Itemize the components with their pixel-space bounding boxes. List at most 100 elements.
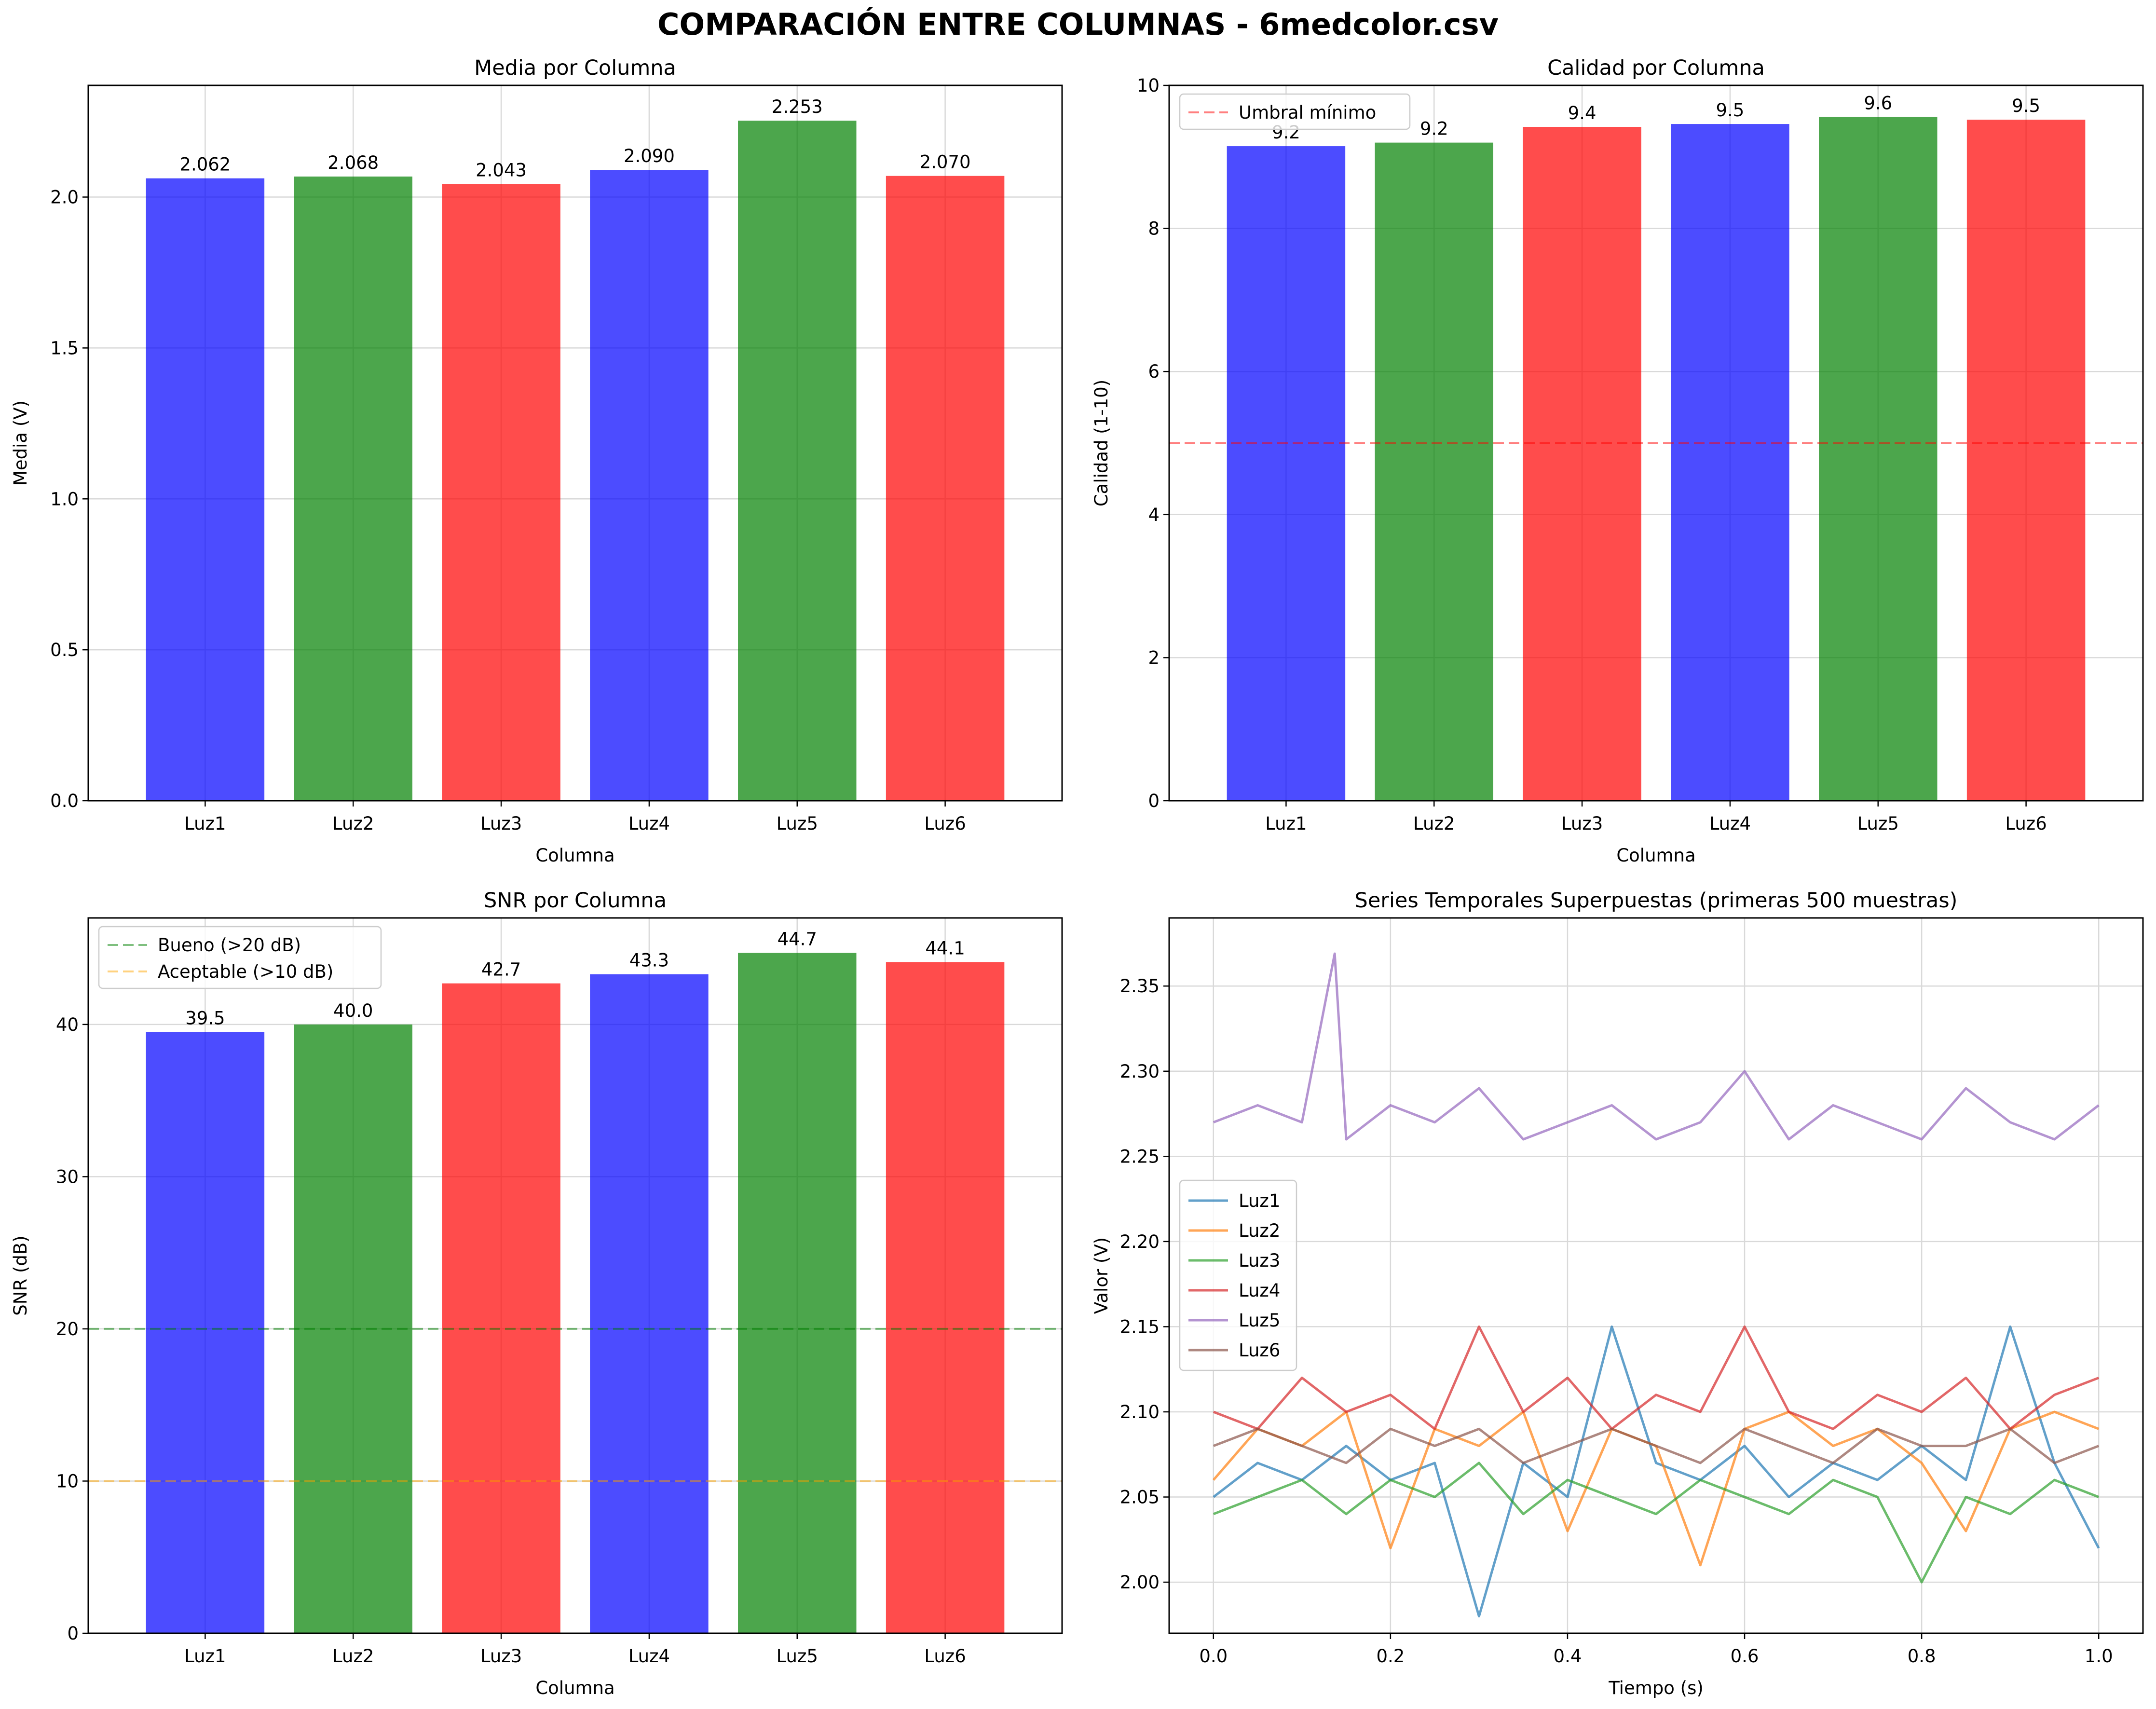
x-tick-label: Luz2 — [1413, 813, 1455, 834]
bar-luz6 — [886, 962, 1005, 1633]
bar-luz2 — [1375, 142, 1493, 801]
bar-value-label: 2.090 — [624, 146, 675, 166]
bar-value-label: 2.068 — [327, 152, 379, 173]
x-tick-label: 0.8 — [1908, 1646, 1936, 1667]
legend-label: Luz1 — [1239, 1190, 1280, 1211]
x-tick-label: 0.2 — [1376, 1646, 1405, 1667]
x-tick-label: Luz2 — [332, 1646, 374, 1667]
axes-frame-2 — [87, 917, 1063, 1634]
y-tick-label: 2.30 — [1120, 1061, 1160, 1082]
bar-value-label: 2.062 — [179, 154, 231, 175]
x-tick-label: Luz6 — [924, 1646, 966, 1667]
bar-luz1 — [146, 178, 265, 801]
legend-label: Umbral mínimo — [1239, 102, 1376, 123]
y-tick-label: 2.0 — [50, 187, 79, 208]
y-tick-label: 20 — [56, 1319, 79, 1340]
subplot-title-3: Series Temporales Superpuestas (primeras… — [1355, 889, 1958, 913]
bar-luz3 — [1523, 127, 1641, 801]
y-axis-label-3: Valor (V) — [1091, 1237, 1112, 1314]
bar-chart-0: 0.0 0.5 1.0 1.5 2.0 2.062 Luz1 2.068 Luz2 2.043 Lu… — [10, 56, 1063, 866]
legend-1: Umbral mínimo — [1179, 93, 1411, 130]
axes-frame-1 — [1168, 84, 2144, 802]
x-tick-label: Luz3 — [480, 1646, 522, 1667]
series-luz5 — [1213, 952, 2100, 1141]
axes-frame-0 — [87, 84, 1063, 802]
bar-luz2 — [294, 176, 412, 801]
line-chart-3: 2.00 2.05 2.10 2.15 2.20 2.25 2.30 2.35 0.0 0.2 0.… — [1091, 889, 2144, 1698]
bar-value-label: 42.7 — [481, 959, 521, 980]
y-tick-label: 2.00 — [1120, 1572, 1160, 1593]
series-luz6 — [1213, 1427, 2100, 1464]
bar-value-label: 44.1 — [925, 938, 965, 959]
y-tick-label: 6 — [1148, 361, 1160, 382]
subplot-title-0: Media por Columna — [474, 56, 676, 80]
legend-2: Bueno (>20 dB) Aceptable (>10 dB) — [98, 926, 382, 989]
legend-label: Aceptable (>10 dB) — [158, 961, 333, 982]
x-tick-label: 1.0 — [2085, 1646, 2113, 1667]
y-tick-label: 0 — [67, 1623, 79, 1644]
bar-value-label: 9.5 — [1716, 100, 1744, 121]
y-tick-label: 0.5 — [50, 640, 79, 660]
y-tick-label: 40 — [56, 1014, 79, 1035]
y-tick-label: 2.35 — [1120, 976, 1160, 997]
plots-container: 0.0 0.5 1.0 1.5 2.0 2.062 Luz1 2.068 Luz2 2.043 Lu… — [10, 56, 2144, 1698]
x-tick-label: Luz1 — [184, 813, 226, 834]
series-luz3 — [1213, 1462, 2100, 1584]
subplot-title-1: Calidad por Columna — [1547, 56, 1765, 80]
y-axis-label-1: Calidad (1-10) — [1091, 380, 1112, 506]
bar-value-label: 9.6 — [1864, 93, 1892, 113]
x-axis-label-0: Columna — [535, 845, 614, 866]
bar-luz5 — [738, 953, 857, 1633]
bar-luz3 — [442, 184, 560, 801]
bar-chart-1: 02468109.2Luz19.2Luz29.4Luz39.5Luz49.6Lu… — [1091, 56, 2144, 866]
y-tick-label: 0.0 — [50, 791, 79, 811]
x-axis-label-3: Tiempo (s) — [1608, 1678, 1704, 1698]
y-axis-label-2: SNR (dB) — [10, 1235, 31, 1315]
bar-value-label: 44.7 — [778, 929, 817, 950]
legend-label: Bueno (>20 dB) — [158, 935, 301, 956]
series-luz4 — [1213, 1325, 2100, 1430]
y-tick-label: 2.10 — [1120, 1402, 1160, 1422]
bar-luz4 — [590, 170, 709, 801]
y-tick-label: 1.0 — [50, 489, 79, 509]
y-tick-label: 2.15 — [1120, 1316, 1160, 1337]
bar-value-label: 43.3 — [629, 950, 669, 971]
bar-value-label: 40.0 — [333, 1000, 373, 1021]
bar-luz6 — [1966, 120, 2086, 801]
x-tick-label: Luz3 — [480, 813, 522, 834]
y-tick-label: 2 — [1148, 647, 1160, 668]
bar-value-label: 2.253 — [772, 96, 823, 117]
x-tick-label: Luz6 — [2005, 813, 2047, 834]
bar-luz6 — [886, 176, 1005, 801]
bar-luz1 — [1227, 146, 1346, 801]
bar-value-label: 2.043 — [476, 160, 527, 181]
x-tick-label: Luz5 — [777, 813, 818, 834]
y-tick-label: 2.20 — [1120, 1231, 1160, 1252]
legend-label: Luz4 — [1239, 1280, 1280, 1301]
y-tick-label: 2.05 — [1120, 1487, 1160, 1508]
y-tick-label: 1.5 — [50, 338, 79, 358]
y-tick-label: 2.25 — [1120, 1146, 1160, 1167]
y-axis-label-0: Media (V) — [10, 400, 31, 486]
subplot-title-2: SNR por Columna — [484, 889, 667, 913]
x-tick-label: Luz4 — [628, 813, 670, 834]
bar-value-label: 2.070 — [920, 152, 971, 173]
figure-title: COMPARACIÓN ENTRE COLUMNAS - 6medcolor.c… — [657, 7, 1499, 42]
y-tick-label: 0 — [1148, 791, 1160, 811]
legend-box — [98, 926, 382, 989]
x-axis-label-2: Columna — [535, 1678, 614, 1698]
legend-label: Luz3 — [1239, 1250, 1280, 1271]
y-tick-label: 10 — [1137, 75, 1160, 96]
legend-label: Luz2 — [1239, 1220, 1280, 1241]
bar-luz5 — [738, 121, 857, 801]
x-tick-label: Luz5 — [1857, 813, 1899, 834]
y-tick-label: 10 — [56, 1471, 79, 1491]
series-luz2 — [1212, 1410, 2100, 1567]
x-tick-label: Luz4 — [628, 1646, 670, 1667]
x-tick-label: Luz3 — [1561, 813, 1603, 834]
bar-luz1 — [146, 1032, 265, 1633]
series-luz1 — [1213, 1325, 2100, 1618]
bar-value-label: 9.2 — [1420, 119, 1448, 139]
bar-value-label: 9.5 — [2012, 96, 2040, 116]
x-tick-label: Luz1 — [1265, 813, 1307, 834]
